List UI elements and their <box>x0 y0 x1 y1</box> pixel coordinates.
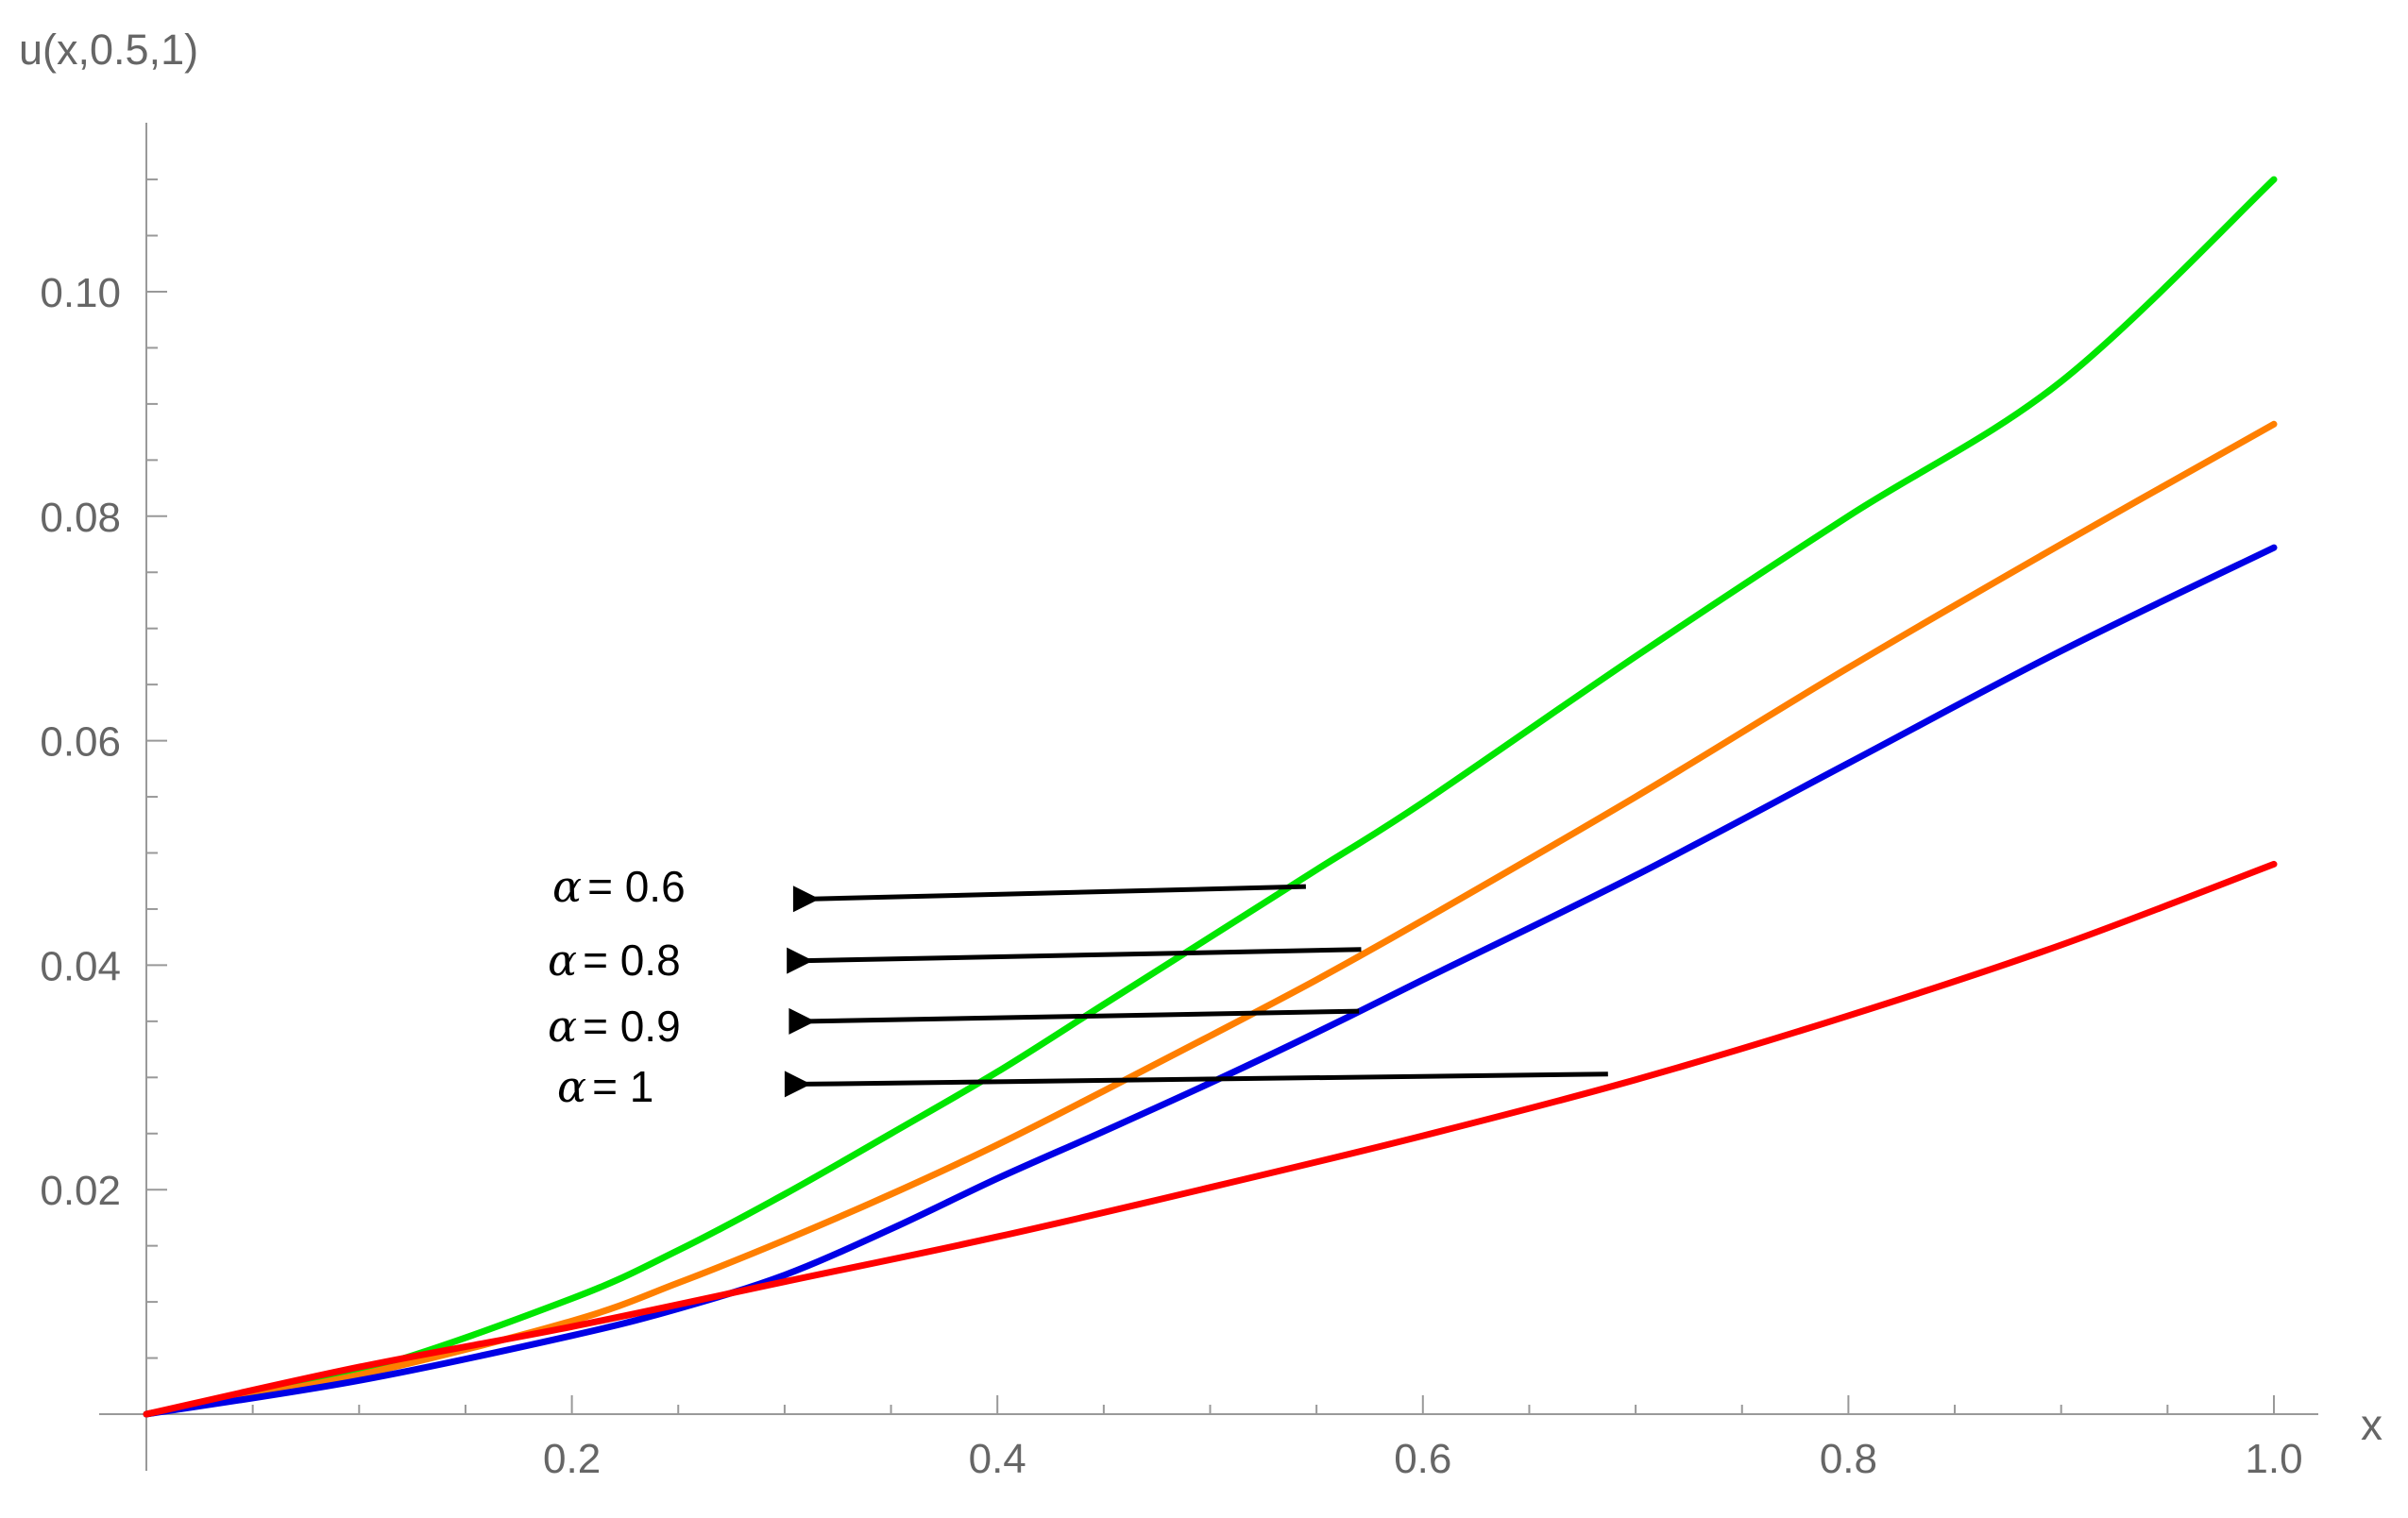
annotation-arrowhead <box>784 1071 811 1098</box>
annotation-label: α = 0.6 <box>552 861 686 912</box>
x-tick-label: 0.2 <box>543 1436 601 1482</box>
axis-ticks: 0.2 0.4 0.6 0.8 1.0 0.02 0.04 0.06 0.08 0.10 <box>40 178 2303 1482</box>
series-line-green <box>143 176 2278 1418</box>
series-lines <box>143 176 2278 1418</box>
x-tick-label: 0.4 <box>969 1436 1026 1482</box>
annotation-arrowhead <box>787 947 814 974</box>
annotation-label: α = 0.9 <box>548 1001 681 1052</box>
annotation-arrowhead <box>792 886 820 913</box>
y-tick-label: 0.10 <box>40 270 121 316</box>
y-tick-label: 0.04 <box>40 943 121 989</box>
y-axis-label: u(x,0.5,1) <box>19 25 198 74</box>
annotation-label: α = 1 <box>557 1061 653 1112</box>
annotation-arrowhead <box>789 1007 816 1035</box>
annotation-arrow-line <box>807 1008 1360 1024</box>
x-axis-label: x <box>2361 1400 2383 1449</box>
x-tick-label: 0.6 <box>1394 1436 1451 1482</box>
alpha-symbol: α <box>548 935 577 986</box>
x-tick-label: 0.8 <box>1820 1436 1877 1482</box>
annotation-arrow-line <box>803 1071 1608 1087</box>
y-tick-label: 0.02 <box>40 1168 121 1214</box>
series-line-red <box>143 860 2278 1418</box>
y-tick-label: 0.06 <box>40 719 121 766</box>
y-tick-label: 0.08 <box>40 495 121 541</box>
alpha-value: = 1 <box>592 1062 653 1111</box>
alpha-symbol: α <box>552 861 582 912</box>
x-tick-label: 1.0 <box>2245 1436 2302 1482</box>
annotation-label: α = 0.8 <box>548 935 681 986</box>
annotation-arrow-line <box>805 947 1362 964</box>
annotation-arrow-line <box>811 884 1306 902</box>
alpha-value: = 0.6 <box>587 862 686 911</box>
alpha-symbol: α <box>557 1061 586 1112</box>
axes <box>99 123 2318 1471</box>
alpha-symbol: α <box>548 1001 577 1052</box>
series-line-orange <box>143 420 2278 1418</box>
alpha-value: = 0.8 <box>583 936 681 985</box>
annotations: α = 0.6α = 0.8α = 0.9α = 1 <box>548 861 1608 1112</box>
series-line-blue <box>143 544 2278 1418</box>
alpha-value: = 0.9 <box>583 1002 681 1051</box>
